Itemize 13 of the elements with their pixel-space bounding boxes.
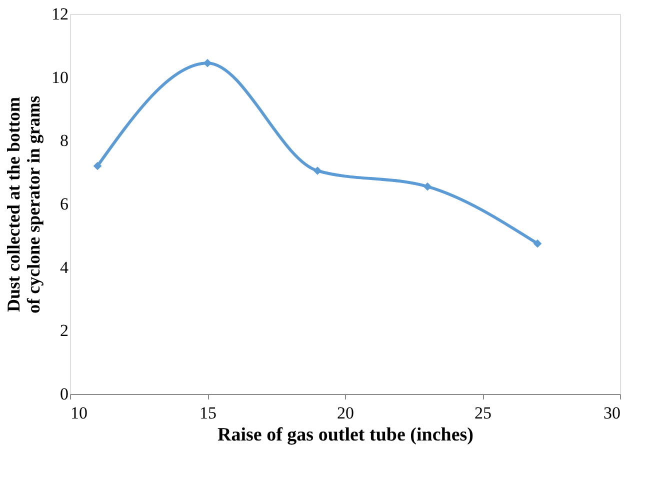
- x-tick-label: 25: [474, 404, 492, 422]
- y-tick-label: 2: [60, 321, 68, 340]
- y-tick-label: 10: [52, 68, 68, 87]
- y-tick-label: 6: [60, 194, 68, 214]
- x-axis-title: Raise of gas outlet tube (inches): [218, 424, 474, 446]
- y-tick-label: 12: [52, 4, 68, 24]
- y-tick-label: 0: [60, 384, 68, 404]
- x-tick-label: 15: [200, 404, 216, 422]
- x-tick-label: 20: [337, 404, 354, 422]
- y-tick-label: 4: [60, 258, 69, 277]
- y-axis-title: Dust collected at the bottom of cyclone sperator in grams: [4, 96, 44, 314]
- x-tick-label: 30: [604, 404, 620, 422]
- y-tick-label: 8: [60, 131, 68, 150]
